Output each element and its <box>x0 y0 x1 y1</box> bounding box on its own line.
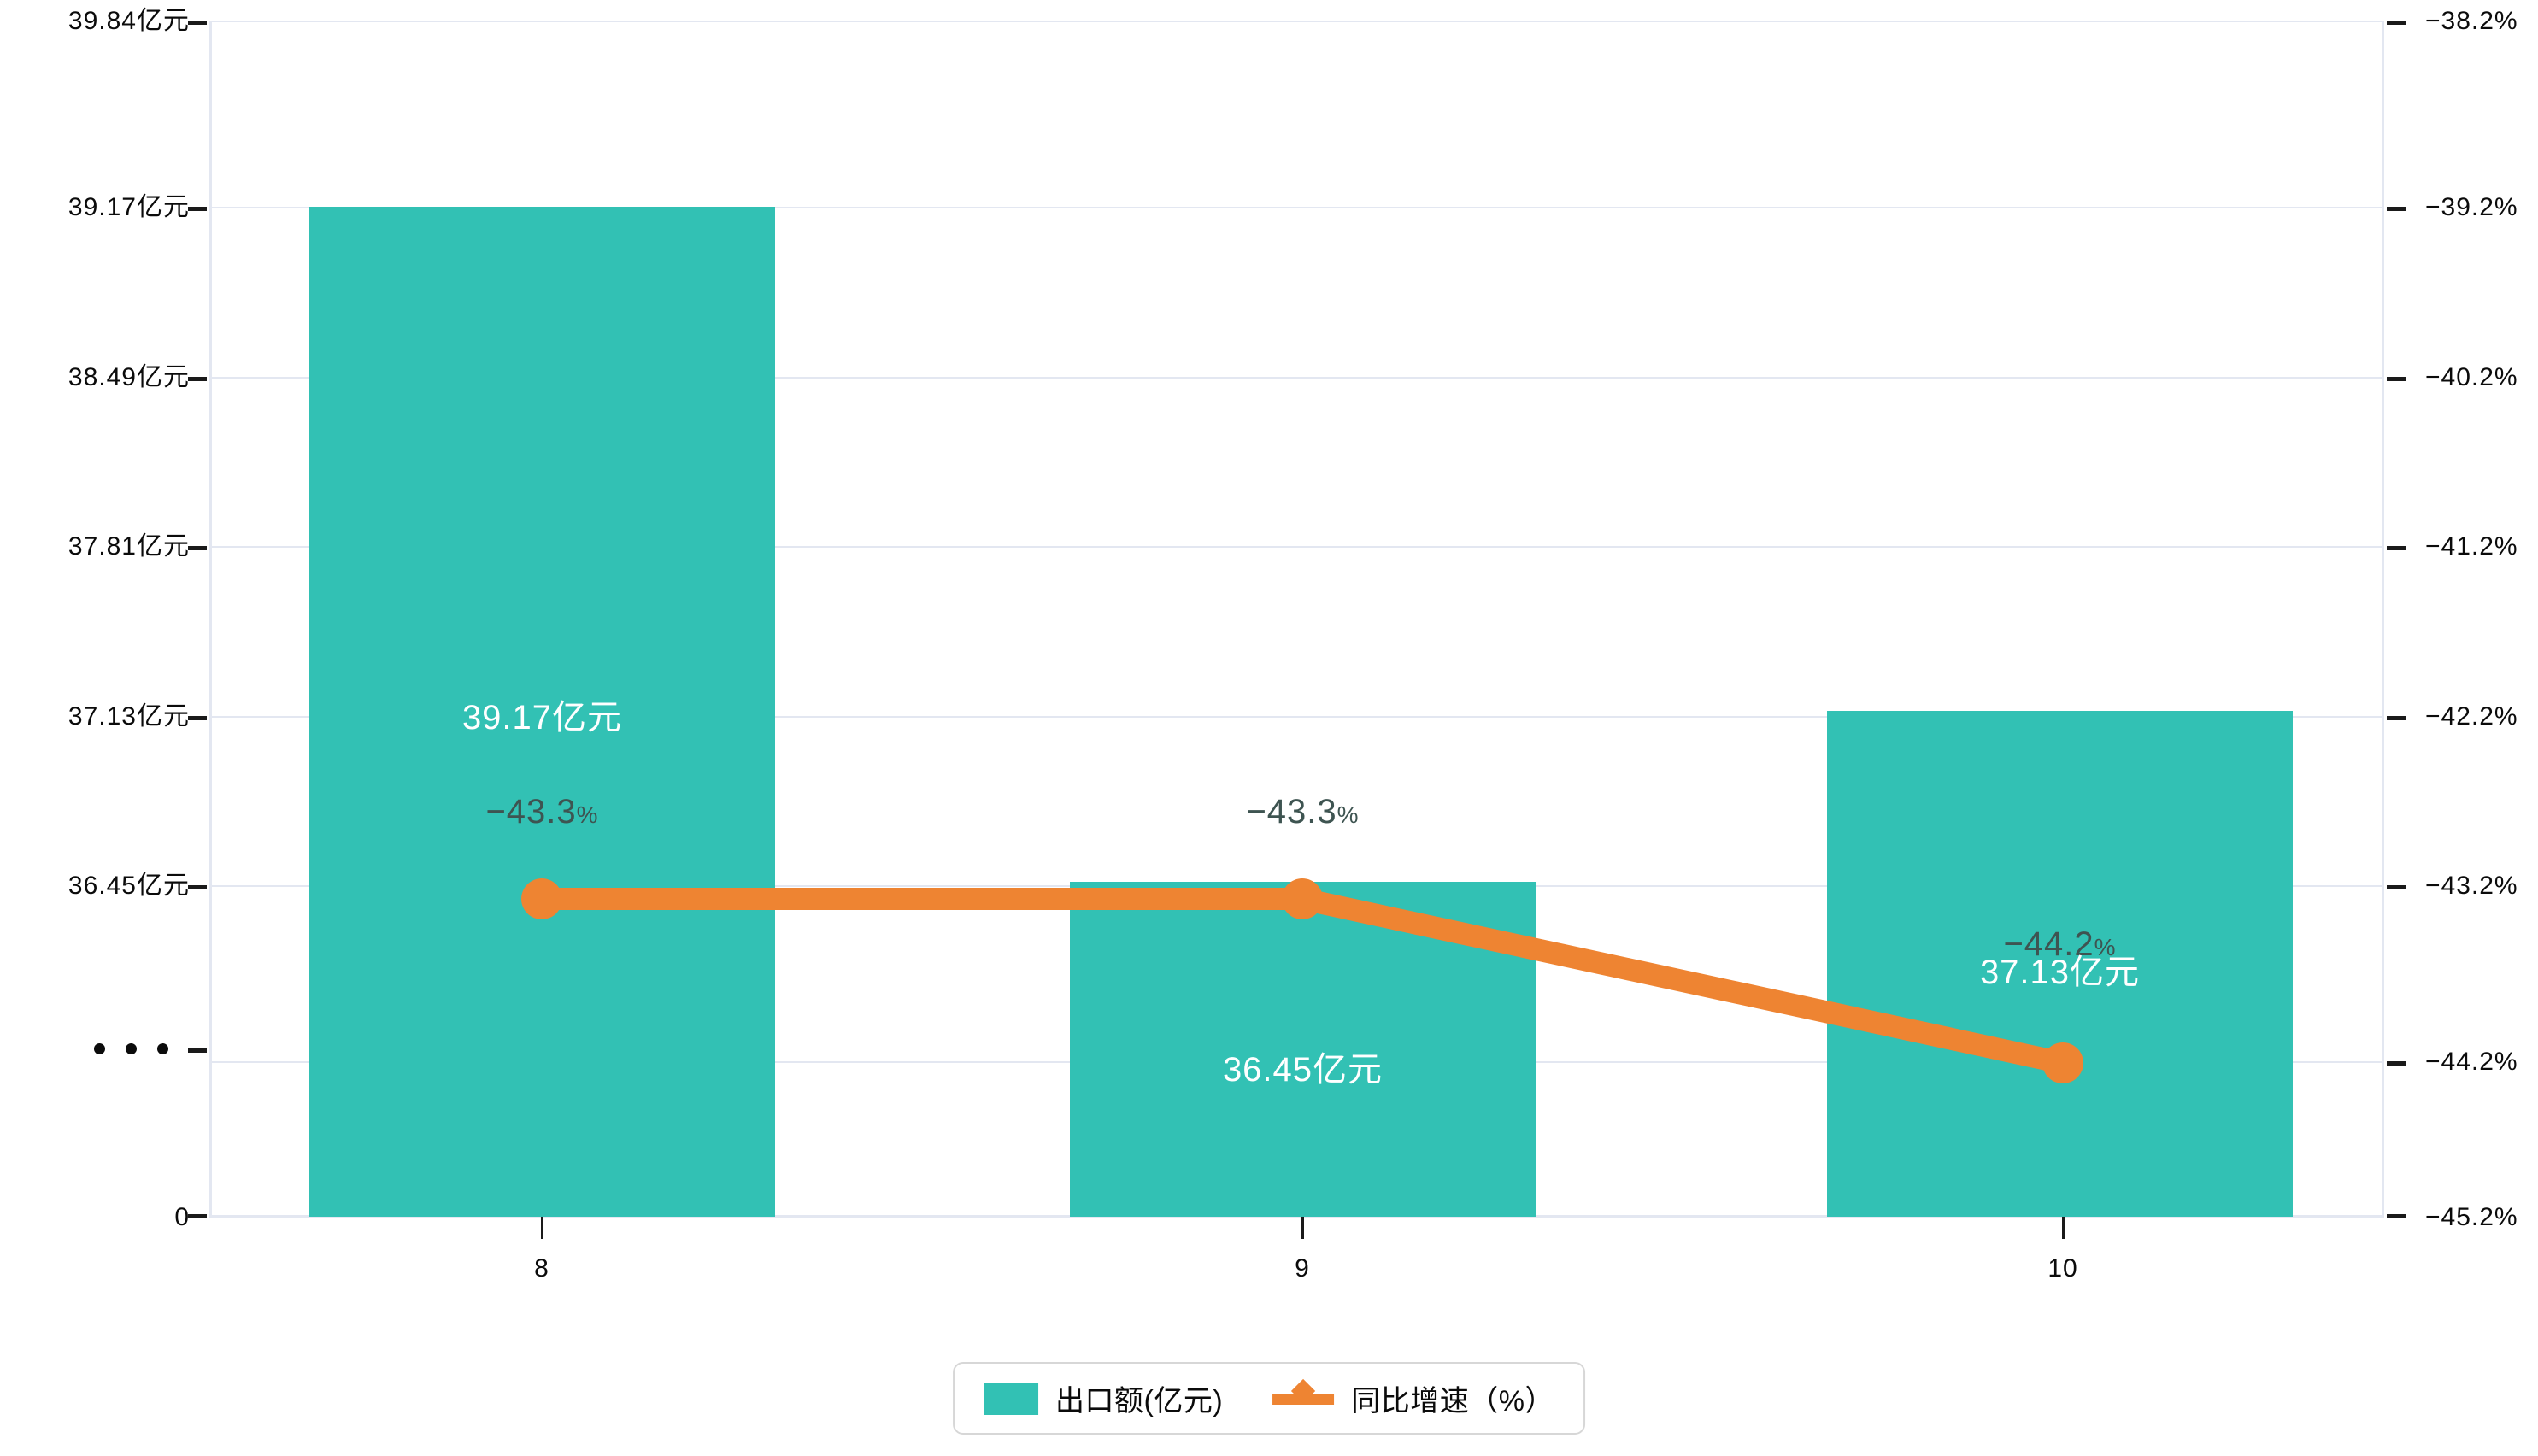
bar-value-label: 39.17亿元 <box>461 699 623 737</box>
line-series-path <box>531 888 2074 1074</box>
line-value-number: −43.3 <box>1246 793 1337 831</box>
left-tick-mark <box>188 1214 207 1218</box>
percent-sign: % <box>1337 801 1360 828</box>
line-value-label: −44.2% <box>1844 927 2276 961</box>
x-tick-mark <box>2062 1217 2065 1239</box>
legend-label: 出口额(亿元) <box>1055 1385 1224 1418</box>
right-tick-label: −41.2% <box>2425 532 2518 561</box>
legend-label: 同比增速（%） <box>1351 1385 1554 1418</box>
right-tick-label: −44.2% <box>2425 1048 2518 1076</box>
gridline <box>212 207 2382 208</box>
right-tick-mark <box>2387 716 2406 720</box>
bar-series-item[interactable] <box>309 207 775 1217</box>
x-tick-mark <box>541 1217 543 1239</box>
right-tick-mark <box>2387 546 2406 550</box>
left-tick-mark <box>188 885 207 889</box>
legend-item-bar[interactable]: 出口额(亿元) <box>984 1377 1223 1419</box>
right-tick-mark <box>2387 377 2406 381</box>
left-axis-line <box>209 21 212 1217</box>
right-tick-label: −38.2% <box>2425 7 2518 35</box>
x-axis-baseline <box>209 1215 2384 1218</box>
line-value-number: −43.3 <box>485 793 577 831</box>
left-tick-label: 37.13亿元 <box>68 702 190 731</box>
gridline <box>212 21 2382 22</box>
bar-value-label: 37.13亿元 <box>1979 954 2141 991</box>
gridline <box>212 716 2382 718</box>
left-tick-mark <box>188 716 207 720</box>
right-tick-mark <box>2387 1214 2406 1218</box>
x-tick-mark <box>1301 1217 1304 1239</box>
left-tick-mark <box>188 21 207 25</box>
left-tick-label: 38.49亿元 <box>68 363 190 391</box>
bar-value-label: 36.45亿元 <box>1222 1051 1384 1089</box>
percent-sign: % <box>2094 934 2117 960</box>
right-tick-label: −45.2% <box>2425 1203 2518 1231</box>
right-tick-mark <box>2387 207 2406 211</box>
line-value-label: −43.3% <box>1087 795 1519 829</box>
left-tick-mark <box>188 1048 207 1053</box>
right-tick-mark <box>2387 21 2406 25</box>
line-diamond-swatch-icon <box>1272 1378 1335 1415</box>
gridline <box>212 377 2382 379</box>
gridline <box>212 546 2382 548</box>
left-tick-label: 37.81亿元 <box>68 532 190 561</box>
right-tick-label: −40.2% <box>2425 363 2518 391</box>
line-series <box>521 878 2083 1083</box>
left-tick-label: 39.17亿元 <box>68 193 190 221</box>
left-tick-label: 36.45亿元 <box>68 872 190 900</box>
left-tick-label: 0 <box>174 1203 190 1231</box>
x-tick-label: 8 <box>534 1254 549 1283</box>
plot-area <box>188 21 2406 1218</box>
right-axis-line <box>2382 21 2384 1217</box>
axis-break-ellipsis <box>94 1043 168 1054</box>
bar-series-item[interactable] <box>1827 711 2293 1217</box>
left-tick-mark <box>188 546 207 550</box>
x-tick-label: 9 <box>1295 1254 1310 1283</box>
line-data-point[interactable] <box>1282 878 1323 919</box>
legend-item-line[interactable]: 同比增速（%） <box>1272 1377 1554 1419</box>
x-tick-label: 10 <box>2047 1254 2078 1283</box>
left-tick-mark <box>188 377 207 381</box>
line-value-number: −44.2 <box>2003 925 2094 963</box>
line-value-label: −43.3% <box>326 795 758 829</box>
right-tick-label: −42.2% <box>2425 702 2518 731</box>
left-tick-mark <box>188 207 207 211</box>
left-tick-label: 39.84亿元 <box>68 7 190 35</box>
percent-sign: % <box>576 801 599 828</box>
bar-swatch-icon <box>984 1382 1039 1415</box>
right-tick-mark <box>2387 1061 2406 1066</box>
right-tick-label: −43.2% <box>2425 872 2518 900</box>
line-data-point[interactable] <box>2042 1042 2083 1083</box>
chart-legend: 出口额(亿元) 同比增速（%） <box>953 1362 1585 1435</box>
line-data-point[interactable] <box>521 878 562 919</box>
right-tick-label: −39.2% <box>2425 193 2518 221</box>
right-tick-mark <box>2387 885 2406 889</box>
